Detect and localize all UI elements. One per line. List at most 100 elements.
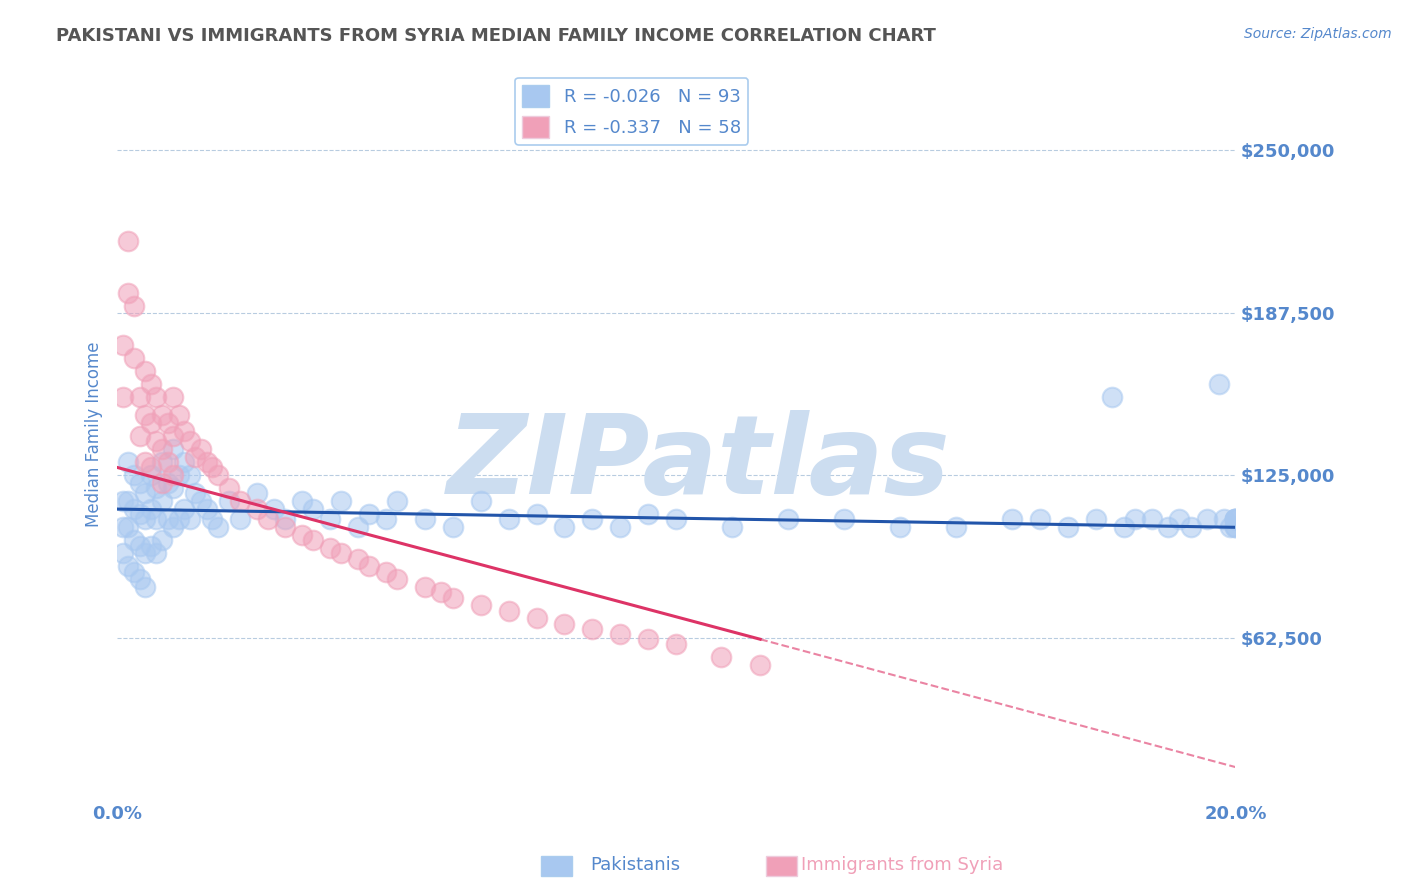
Point	[162, 520, 184, 534]
Point	[229, 512, 252, 526]
Point	[134, 546, 156, 560]
Point	[385, 573, 408, 587]
Text: ZIPatlas: ZIPatlas	[447, 410, 950, 517]
Point	[173, 502, 195, 516]
Point	[637, 632, 659, 647]
Point	[1140, 512, 1163, 526]
Point	[184, 486, 207, 500]
Point	[441, 591, 464, 605]
Point	[207, 468, 229, 483]
Point	[122, 502, 145, 516]
Point	[581, 512, 603, 526]
Point	[710, 650, 733, 665]
Point	[945, 520, 967, 534]
Point	[470, 494, 492, 508]
Point	[832, 512, 855, 526]
Point	[134, 455, 156, 469]
Point	[111, 520, 134, 534]
Point	[385, 494, 408, 508]
Point	[441, 520, 464, 534]
Point	[145, 390, 167, 404]
Point	[117, 234, 139, 248]
Point	[1168, 512, 1191, 526]
Point	[145, 434, 167, 449]
Point	[1197, 512, 1219, 526]
Point	[139, 502, 162, 516]
Point	[1225, 512, 1247, 526]
Point	[609, 520, 631, 534]
Text: PAKISTANI VS IMMIGRANTS FROM SYRIA MEDIAN FAMILY INCOME CORRELATION CHART: PAKISTANI VS IMMIGRANTS FROM SYRIA MEDIA…	[56, 27, 936, 45]
Point	[134, 512, 156, 526]
Point	[413, 580, 436, 594]
Point	[430, 585, 453, 599]
Point	[229, 494, 252, 508]
Point	[179, 434, 201, 449]
Point	[665, 512, 688, 526]
Point	[346, 551, 368, 566]
Point	[1219, 520, 1241, 534]
Point	[637, 508, 659, 522]
Point	[122, 351, 145, 365]
Point	[128, 508, 150, 522]
Point	[195, 455, 218, 469]
Point	[1225, 520, 1247, 534]
Point	[139, 460, 162, 475]
Point	[128, 476, 150, 491]
Point	[111, 338, 134, 352]
Point	[749, 658, 772, 673]
Point	[1225, 520, 1247, 534]
Point	[201, 512, 224, 526]
Point	[889, 520, 911, 534]
Point	[218, 494, 240, 508]
Point	[318, 512, 340, 526]
Point	[117, 455, 139, 469]
Point	[1225, 512, 1247, 526]
Point	[1225, 512, 1247, 526]
Legend: R = -0.026   N = 93, R = -0.337   N = 58: R = -0.026 N = 93, R = -0.337 N = 58	[515, 78, 748, 145]
Point	[167, 409, 190, 423]
Point	[128, 429, 150, 443]
Point	[302, 502, 325, 516]
Point	[134, 486, 156, 500]
Point	[246, 486, 269, 500]
Point	[134, 364, 156, 378]
Point	[609, 627, 631, 641]
Point	[526, 508, 548, 522]
Text: Pakistanis: Pakistanis	[591, 856, 681, 874]
Text: Immigrants from Syria: Immigrants from Syria	[801, 856, 1004, 874]
Point	[156, 512, 179, 526]
Point	[257, 512, 280, 526]
Point	[167, 512, 190, 526]
Point	[581, 622, 603, 636]
Point	[145, 512, 167, 526]
Point	[162, 390, 184, 404]
Point	[156, 455, 179, 469]
Point	[553, 520, 575, 534]
Point	[1056, 520, 1078, 534]
Point	[117, 520, 139, 534]
Point	[139, 377, 162, 392]
Point	[128, 573, 150, 587]
Point	[134, 409, 156, 423]
Point	[526, 611, 548, 625]
Point	[1225, 512, 1247, 526]
Point	[117, 494, 139, 508]
Point	[291, 494, 314, 508]
Point	[122, 565, 145, 579]
Point	[1213, 512, 1236, 526]
Point	[374, 512, 396, 526]
Point	[357, 559, 380, 574]
Point	[1112, 520, 1135, 534]
Point	[150, 409, 173, 423]
Point	[1101, 390, 1123, 404]
Point	[346, 520, 368, 534]
Point	[139, 539, 162, 553]
Point	[145, 546, 167, 560]
Point	[318, 541, 340, 555]
Point	[1028, 512, 1050, 526]
Point	[207, 520, 229, 534]
Point	[150, 476, 173, 491]
Point	[201, 460, 224, 475]
Point	[150, 442, 173, 457]
Point	[162, 481, 184, 495]
